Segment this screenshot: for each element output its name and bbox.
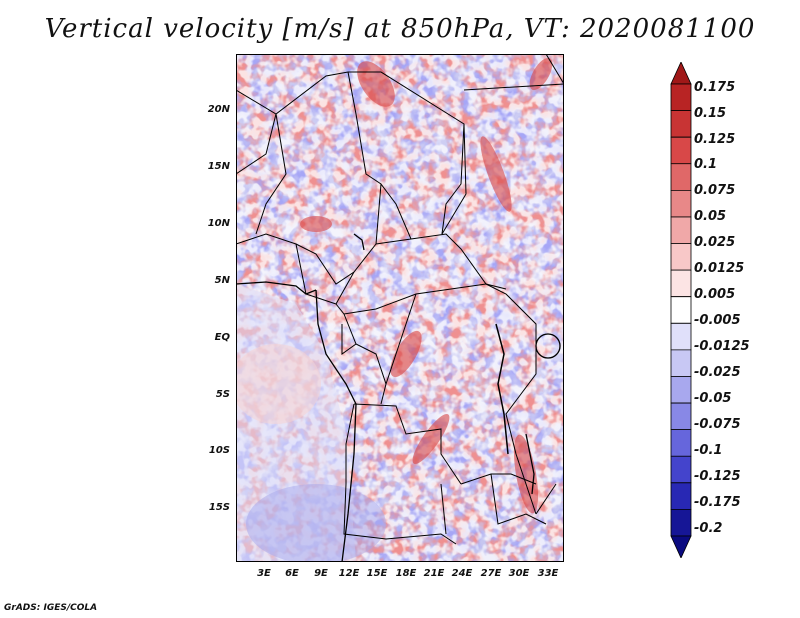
colorbar-segment xyxy=(670,455,692,484)
colorbar-segment xyxy=(670,349,692,377)
lat-label-20n: 20N xyxy=(207,104,230,115)
lat-label-5s: 5S xyxy=(215,389,230,400)
colorbar-segment xyxy=(670,189,692,218)
map-frame xyxy=(236,54,564,562)
colorbar-segment xyxy=(670,136,692,165)
lat-label-5n: 5N xyxy=(214,275,230,286)
colorbar-segment xyxy=(670,269,692,298)
colorbar-label: 0.125 xyxy=(694,132,736,147)
lon-label-15e: 15E xyxy=(366,568,388,579)
colorbar-segment xyxy=(670,62,692,85)
colorbar-label: 0.0125 xyxy=(694,261,745,276)
colorbar-label: 0.175 xyxy=(694,80,736,95)
colorbar xyxy=(670,62,692,558)
colorbar-label: -0.2 xyxy=(694,521,723,536)
ocean-blue-patch xyxy=(246,484,386,562)
colorbar-segment xyxy=(670,482,692,510)
lon-label-18e: 18E xyxy=(395,568,417,579)
colorbar-segment xyxy=(670,509,692,537)
lat-label-eq: EQ xyxy=(214,332,230,343)
lon-label-6e: 6E xyxy=(285,568,299,579)
lon-label-24e: 24E xyxy=(451,568,473,579)
colorbar-label: -0.05 xyxy=(694,391,732,406)
chart-title: Vertical velocity [m/s] at 850hPa, VT: 2… xyxy=(44,14,756,44)
colorbar-label: -0.025 xyxy=(694,365,741,380)
colorbar-label: 0.075 xyxy=(694,183,736,198)
colorbar-label: -0.1 xyxy=(694,443,723,458)
footer-credit: GrADS: IGES/COLA xyxy=(4,603,98,613)
colorbar-segment xyxy=(670,296,692,324)
vertical-velocity-map xyxy=(236,54,564,562)
colorbar-label: 0.05 xyxy=(694,209,727,224)
lon-label-3e: 3E xyxy=(257,568,271,579)
colorbar-label: 0.1 xyxy=(694,157,718,172)
colorbar-segment xyxy=(670,376,692,404)
lat-label-15s: 15S xyxy=(208,502,230,513)
colorbar-segment xyxy=(670,216,692,244)
coastline-and-lakes xyxy=(236,233,561,562)
colorbar-label: -0.125 xyxy=(694,469,741,484)
map-plot-area xyxy=(236,54,564,562)
updraft-streaks xyxy=(300,57,553,514)
ocean-pink-patch xyxy=(236,344,321,424)
colorbar-segment xyxy=(670,322,692,351)
colorbar-label: -0.175 xyxy=(694,495,741,510)
country-borders xyxy=(236,54,564,545)
colorbar-label: 0.025 xyxy=(694,235,736,250)
colorbar-label: -0.075 xyxy=(694,417,741,432)
lat-label-10s: 10S xyxy=(208,445,230,456)
colorbar-segment xyxy=(670,163,692,191)
colorbar-segment xyxy=(670,402,692,431)
colorbar-segment xyxy=(670,243,692,271)
colorbar-label: -0.0125 xyxy=(694,339,750,354)
lon-label-30e: 30E xyxy=(508,568,530,579)
lat-label-15n: 15N xyxy=(207,161,230,172)
colorbar-segment xyxy=(670,110,692,138)
lon-label-21e: 21E xyxy=(423,568,445,579)
colorbar-segment xyxy=(670,429,692,457)
lon-label-33e: 33E xyxy=(537,568,559,579)
colorbar-label: 0.15 xyxy=(694,106,727,121)
colorbar-segment xyxy=(670,83,692,111)
colorbar-segment xyxy=(670,535,692,558)
lon-label-9e: 9E xyxy=(314,568,328,579)
lon-label-12e: 12E xyxy=(338,568,360,579)
colorbar-label: -0.005 xyxy=(694,313,741,328)
lon-label-27e: 27E xyxy=(480,568,502,579)
colorbar-label: 0.005 xyxy=(694,287,736,302)
lat-label-10n: 10N xyxy=(207,218,230,229)
